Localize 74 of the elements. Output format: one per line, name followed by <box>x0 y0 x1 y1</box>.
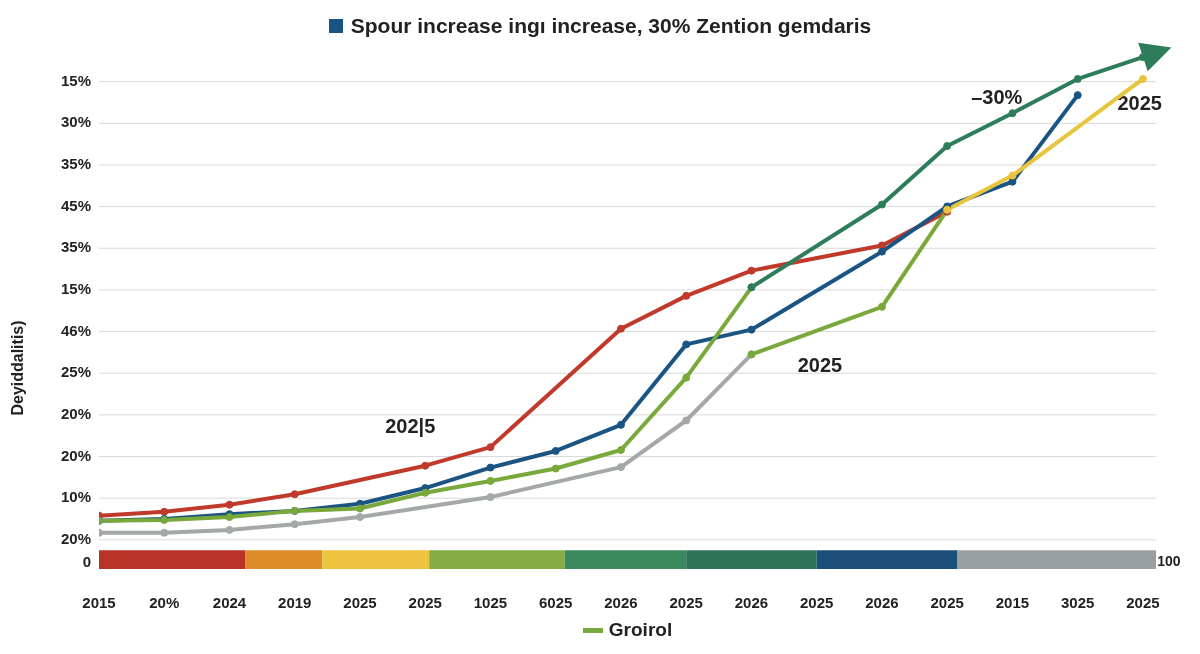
point <box>355 513 364 522</box>
x-tick-label: 2024 <box>212 593 247 611</box>
point <box>747 325 756 334</box>
text: 30% <box>60 113 91 131</box>
point <box>747 266 756 275</box>
point <box>877 247 886 256</box>
text: 35% <box>60 154 91 172</box>
text: 10% <box>60 488 91 506</box>
text: 20% <box>60 529 91 547</box>
x-tick-label: 2015 <box>82 593 116 611</box>
point <box>486 463 495 472</box>
point <box>551 464 560 473</box>
point <box>877 241 886 250</box>
text: 15% <box>60 279 91 297</box>
x-tick-label: 2025 <box>343 593 377 611</box>
point <box>160 507 169 516</box>
x-tick-label: 2025 <box>930 593 964 611</box>
point <box>290 490 299 499</box>
point <box>1073 91 1082 100</box>
point <box>616 420 625 429</box>
x-tick-label: 2015 <box>995 593 1030 611</box>
text: 20% <box>60 446 91 464</box>
point <box>160 528 169 537</box>
point <box>943 142 952 151</box>
text: 46% <box>60 321 91 339</box>
annotation: 2025 <box>797 353 843 376</box>
point <box>290 520 299 529</box>
text: 35% <box>60 238 91 256</box>
x-tick-label: 2026 <box>734 593 769 611</box>
point <box>682 416 691 425</box>
point <box>877 302 886 311</box>
point <box>1008 109 1017 118</box>
x-tick-label: 2025 <box>1126 593 1160 611</box>
point <box>486 493 495 502</box>
x-tick-label: 2026 <box>604 593 638 611</box>
x-tick-label: 2026 <box>865 593 899 611</box>
text: 15% <box>60 71 91 89</box>
point <box>355 504 364 513</box>
point <box>1008 171 1017 180</box>
point <box>486 443 495 452</box>
x-tick-label: 2025 <box>800 593 834 611</box>
annotation: –30% <box>971 85 1023 108</box>
point <box>421 461 430 470</box>
point <box>1073 74 1082 83</box>
text: 25% <box>60 363 91 381</box>
x-tick-label: 2019 <box>278 593 312 611</box>
chart-title: Spour increase ingı increase, 30% Zention gemdaris <box>350 14 872 37</box>
point <box>225 500 234 509</box>
text: 0 <box>82 552 91 570</box>
point <box>486 476 495 485</box>
point <box>682 291 691 300</box>
text: 20% <box>60 404 91 422</box>
point <box>616 445 625 454</box>
x-tick-label: 2025 <box>408 593 442 611</box>
legend-label: Groirol <box>607 619 673 641</box>
point <box>682 340 691 349</box>
y-axis-title: Deyiddalitis) <box>9 320 27 416</box>
x-tick-label: 20% <box>149 593 180 611</box>
point <box>877 200 886 209</box>
point <box>1138 74 1147 83</box>
point <box>421 488 430 497</box>
point <box>616 324 625 333</box>
point <box>551 446 560 455</box>
text: 45% <box>60 196 91 214</box>
point <box>225 525 234 534</box>
x-tick-label: 6025 <box>539 593 573 611</box>
point <box>682 373 691 382</box>
text: 100 <box>1157 553 1181 570</box>
annotation: 202|5 <box>385 414 436 437</box>
point <box>616 463 625 472</box>
x-tick-label: 2025 <box>669 593 703 611</box>
annotation: 2025 <box>1117 91 1162 114</box>
x-tick-label: 1025 <box>473 593 508 611</box>
x-tick-label: 3025 <box>1061 593 1095 611</box>
